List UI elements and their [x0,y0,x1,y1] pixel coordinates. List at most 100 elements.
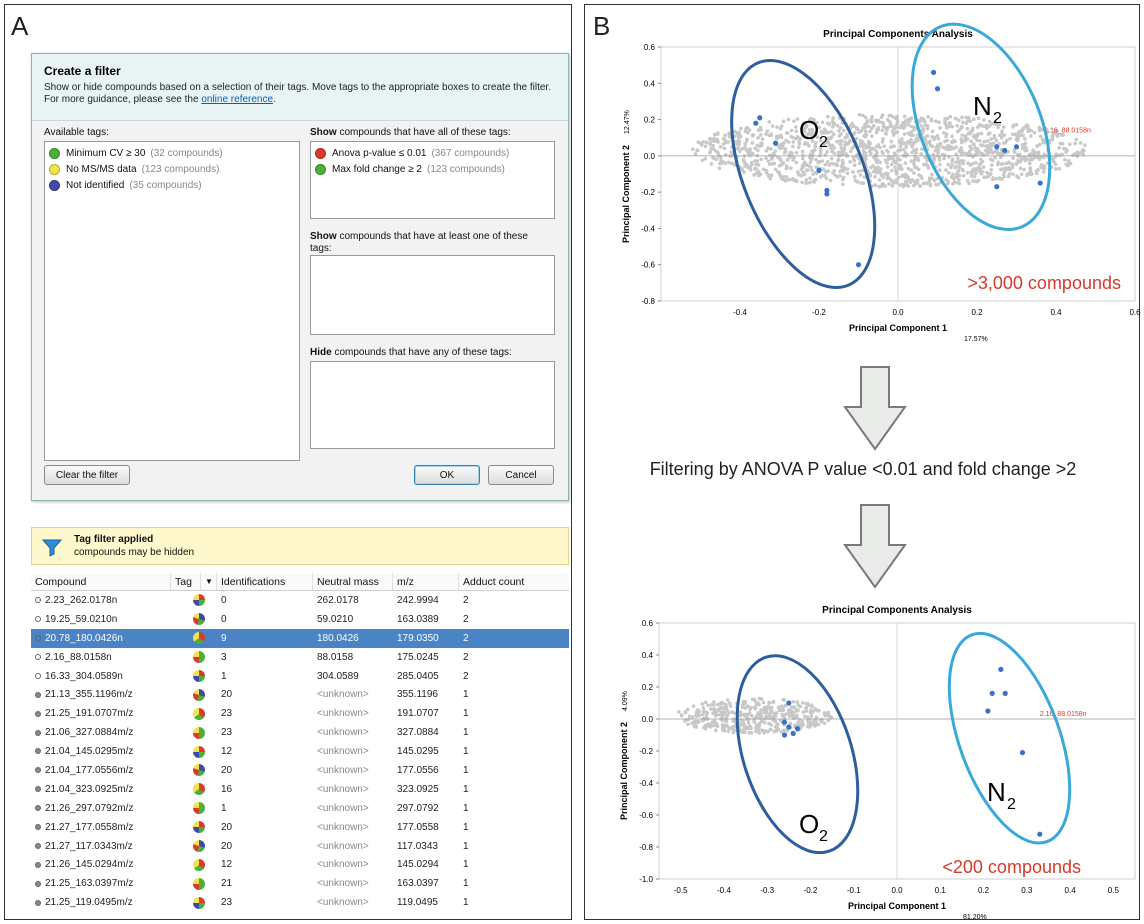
compound-point [953,175,958,179]
table-row[interactable]: 2.23_262.0178n 0 262.0178 242.9994 2 [31,591,569,610]
table-row[interactable]: 21.06_327.0884m/z 23 <unknown> 327.0884 1 [31,723,569,742]
compound-point [909,116,914,121]
cancel-button[interactable]: Cancel [488,465,554,485]
compound-point [690,721,694,726]
table-row[interactable]: 21.04_323.0925m/z 16 <unknown> 323.0925 1 [31,780,569,799]
header-compound[interactable]: Compound [31,573,171,590]
cell-adduct-count: 1 [463,821,469,833]
compound-point [773,725,778,729]
compound-point [748,168,753,172]
compound-point [826,710,831,715]
cell-tag [171,670,217,682]
show-any-box[interactable] [310,255,555,335]
table-row[interactable]: 21.25_119.0495m/z 23 <unknown> 119.0495 1 [31,893,569,912]
compound-point [1020,128,1025,132]
header-identifications[interactable]: Identifications [217,573,313,590]
compound-point [731,719,736,723]
table-row[interactable]: 19.25_59.0210n 0 59.0210 163.0389 2 [31,610,569,629]
cell-neutral-mass: <unknown> [317,689,369,701]
compound-point [971,134,976,139]
compound-point [868,129,872,134]
compound-point [873,166,877,170]
available-tag-2[interactable]: Not identified (35 compounds) [45,177,299,193]
tag-dropdown-icon[interactable]: ▼ [201,573,217,590]
data-point-n2 [1013,144,1020,150]
compound-point [817,159,821,164]
online-reference-link[interactable]: online reference [201,94,274,105]
compound-point [925,126,930,131]
compound-point [932,157,936,162]
compound-point [703,700,708,705]
compound-point [715,137,720,142]
compound-point [850,146,855,150]
cell-tag [171,764,217,777]
available-tag-1[interactable]: No MS/MS data (123 compounds) [45,161,299,177]
cell-mz: 177.0556 [397,764,439,776]
compound-point [779,158,783,163]
cell-compound: 21.04_145.0295m/z [31,746,171,757]
compound-point [936,137,941,141]
data-point-o2 [824,187,830,193]
header-adduct-count[interactable]: Adduct count [463,575,525,588]
compound-point [784,138,788,143]
compound-point [900,137,904,141]
compound-point [982,175,986,180]
table-row[interactable]: 21.25_163.0397m/z 21 <unknown> 163.0397 1 [31,874,569,893]
table-row[interactable]: 20.78_180.0426n 9 180.0426 179.0350 2 [31,628,569,648]
table-row[interactable]: 21.26_297.0792m/z 1 <unknown> 297.0792 1 [31,799,569,818]
compound-point [761,700,766,705]
show-all-tag-0[interactable]: Anova p-value ≤ 0.01 (367 compounds) [311,145,554,161]
compound-point [1016,136,1020,141]
compound-point [869,120,874,124]
show-all-box[interactable]: Anova p-value ≤ 0.01 (367 compounds) Max f… [310,141,555,219]
x-tick-label: -0.2 [804,886,818,895]
tag-name: Not identified [66,179,125,191]
table-row[interactable]: 21.25_191.0707m/z 23 <unknown> 191.0707 1 [31,704,569,723]
cell-tag [171,745,217,758]
header-mz[interactable]: m/z [393,573,459,590]
compound-point [825,150,829,154]
cell-compound: 2.16_88.0158n [31,652,171,663]
compound-point [913,140,917,144]
compound-point [810,139,815,143]
table-row[interactable]: 21.04_145.0295m/z 12 <unknown> 145.0295 1 [31,742,569,761]
compound-point [876,126,881,130]
compound-point [700,158,705,163]
available-tags-box[interactable]: Minimum CV ≥ 30 (32 compounds) No MS/MS da… [44,141,300,461]
header-tag[interactable]: Tag [171,573,201,590]
compound-point [1073,141,1077,146]
compound-point [1042,155,1046,160]
hide-box[interactable] [310,361,555,449]
table-row[interactable]: 21.26_145.0294m/z 12 <unknown> 145.0294 1 [31,855,569,874]
compound-point [759,708,763,712]
compound-point [972,117,976,122]
compound-point [903,150,908,155]
compound-point [781,704,786,709]
available-tag-0[interactable]: Minimum CV ≥ 30 (32 compounds) [45,145,299,161]
header-neutral-mass[interactable]: Neutral mass [313,573,393,590]
compound-name: 21.04_323.0925m/z [45,783,134,795]
table-row[interactable]: 21.27_177.0558m/z 20 <unknown> 177.0558 1 [31,818,569,837]
compound-point [909,159,914,163]
show-all-tag-1[interactable]: Max fold change ≥ 2 (123 compounds) [311,161,554,177]
cell-compound: 21.04_177.0556m/z [31,765,171,776]
cell-identifications: 0 [221,594,227,606]
compound-point [888,120,892,124]
table-row[interactable]: 16.33_304.0589n 1 304.0589 285.0405 2 [31,667,569,686]
ok-button[interactable]: OK [414,465,480,485]
table-row[interactable]: 21.04_177.0556m/z 20 <unknown> 177.0556 1 [31,761,569,780]
compound-point [947,121,952,125]
clear-filter-button[interactable]: Clear the filter [44,465,130,485]
compound-point [979,143,983,147]
cell-neutral-mass: <unknown> [317,878,369,890]
compound-point [710,720,715,724]
row-status-icon [35,861,41,868]
table-row[interactable]: 21.27_117.0343m/z 20 <unknown> 117.0343 1 [31,837,569,856]
compound-point [877,178,882,182]
compound-point [1001,173,1006,177]
table-row[interactable]: 21.13_355.1196m/z 20 <unknown> 355.1196 1 [31,685,569,704]
compound-point [696,720,701,724]
cell-identifications: 12 [221,859,233,871]
compound-point [907,132,912,136]
table-row[interactable]: 2.16_88.0158n 3 88.0158 175.0245 2 [31,648,569,667]
